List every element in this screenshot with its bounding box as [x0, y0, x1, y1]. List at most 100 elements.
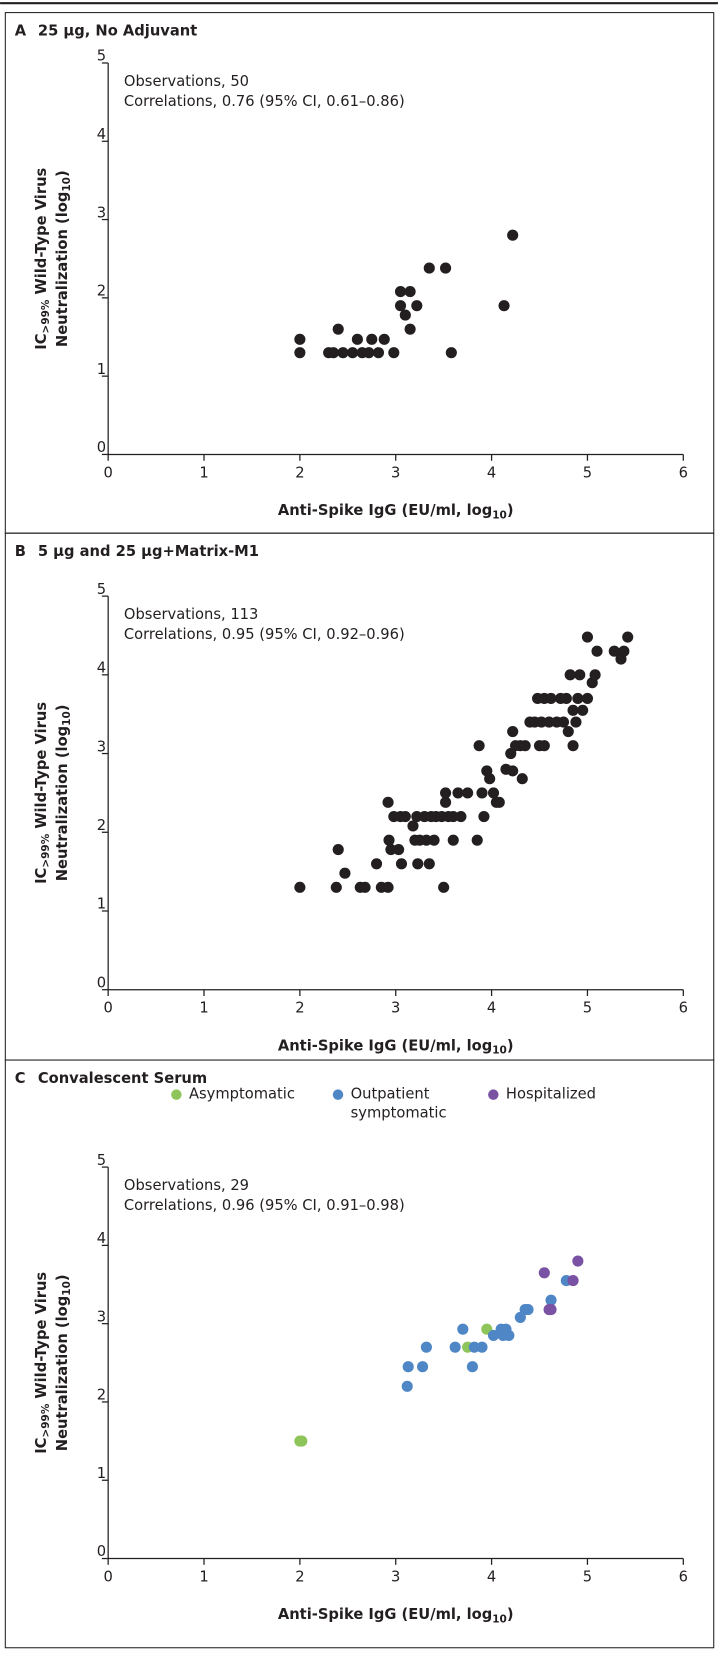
point [567, 1275, 579, 1287]
point [455, 810, 467, 823]
point [476, 1341, 488, 1353]
point [438, 881, 450, 893]
point [402, 1361, 414, 1373]
point [581, 631, 594, 643]
label-part: Wild-Type Virus [33, 702, 50, 834]
point [487, 1329, 500, 1341]
panel-label: C [15, 1070, 26, 1087]
x-axis-label: Anti-Spike IgG (EU/ml, log10) [278, 1037, 514, 1056]
x-tick-label: 0 [103, 1000, 112, 1017]
subscript: >99% [40, 833, 52, 867]
label-part: Neutralization (log [54, 726, 71, 881]
point [574, 669, 586, 681]
subscript: 10 [492, 1613, 507, 1625]
point [423, 858, 435, 870]
annotation: Observations, 113 [124, 606, 258, 623]
y-tick-label: 2 [97, 817, 106, 834]
legend-label: Hospitalized [506, 1086, 596, 1103]
panel-b-frame [4, 532, 715, 1061]
legend-label: Outpatient symptomatic [351, 1086, 447, 1122]
subscript: 10 [61, 711, 73, 726]
point [543, 716, 555, 728]
point [401, 1380, 413, 1392]
point [567, 740, 579, 752]
y-tick-label: 0 [97, 439, 106, 456]
y-tick-label: 5 [97, 1152, 106, 1169]
point [294, 347, 306, 359]
point [359, 881, 371, 893]
label-part: Wild-Type Virus [33, 1272, 50, 1404]
point [507, 725, 519, 738]
x-tick-label: 1 [199, 1568, 208, 1585]
panel-label: A [15, 22, 27, 39]
point [332, 323, 344, 335]
y-tick-label: 1 [97, 361, 106, 378]
y-tick-label: 4 [97, 126, 106, 143]
y-tick-label: 3 [97, 1308, 106, 1325]
point [428, 834, 440, 846]
x-tick-label: 6 [679, 1568, 688, 1585]
point [473, 740, 485, 752]
point [471, 834, 483, 846]
x-tick-label: 3 [391, 1568, 400, 1585]
subscript: 10 [492, 509, 507, 521]
point [385, 844, 397, 856]
point [484, 773, 496, 785]
point [330, 881, 342, 893]
point [535, 716, 547, 728]
point [404, 286, 416, 298]
point [522, 1304, 534, 1316]
point [394, 286, 407, 298]
x-tick-label: 1 [199, 464, 208, 481]
point [395, 858, 408, 870]
point [447, 834, 459, 846]
point [622, 631, 634, 643]
x-tick-label: 5 [583, 464, 592, 481]
point [581, 692, 594, 705]
y-axis-label: Neutralization (log10) [54, 170, 73, 347]
y-axis-label: Neutralization (log10) [54, 1274, 73, 1451]
x-tick-label: 4 [487, 1568, 496, 1585]
point [294, 333, 306, 345]
point [462, 787, 474, 799]
x-axis-label: Anti-Spike IgG (EU/ml, log10) [278, 502, 514, 521]
point [404, 323, 416, 335]
point [516, 773, 528, 785]
panel-title: 25 μg, No Adjuvant [38, 22, 197, 39]
point [560, 692, 572, 705]
point [445, 347, 457, 359]
y-axis-label: IC>99% Wild-Type Virus [33, 167, 52, 349]
point [382, 796, 394, 808]
point [366, 333, 378, 345]
point [545, 1294, 557, 1306]
point [399, 810, 411, 823]
y-tick-label: 3 [97, 204, 106, 221]
point [493, 796, 505, 808]
legend-swatch [488, 1089, 499, 1100]
x-tick-label: 6 [679, 1000, 688, 1017]
point [411, 810, 423, 823]
label-part: Anti-Spike IgG (EU/ml, log [278, 1037, 492, 1054]
point [487, 787, 500, 799]
point [337, 347, 349, 359]
y-axis-label: IC>99% Wild-Type Virus [33, 702, 52, 884]
x-tick-label: 0 [103, 1568, 112, 1585]
x-tick-label: 2 [295, 464, 304, 481]
x-tick-label: 4 [487, 1000, 496, 1017]
x-tick-label: 3 [391, 1000, 400, 1017]
label-part: IC [33, 1438, 50, 1454]
point [382, 881, 394, 893]
point [440, 796, 452, 808]
y-tick-label: 4 [97, 660, 106, 677]
point [423, 262, 435, 274]
legend-swatch [171, 1089, 182, 1100]
legend-line: Outpatient [351, 1086, 430, 1103]
point [466, 1361, 478, 1373]
label-part: Anti-Spike IgG (EU/ml, log [278, 1606, 492, 1623]
point [327, 347, 339, 359]
annotation: Correlations, 0.95 (95% CI, 0.92–0.96) [124, 626, 405, 643]
label-part: Anti-Spike IgG (EU/ml, log [278, 502, 492, 519]
label-part: IC [33, 868, 50, 884]
x-axis-label: Anti-Spike IgG (EU/ml, log10) [278, 1606, 514, 1625]
